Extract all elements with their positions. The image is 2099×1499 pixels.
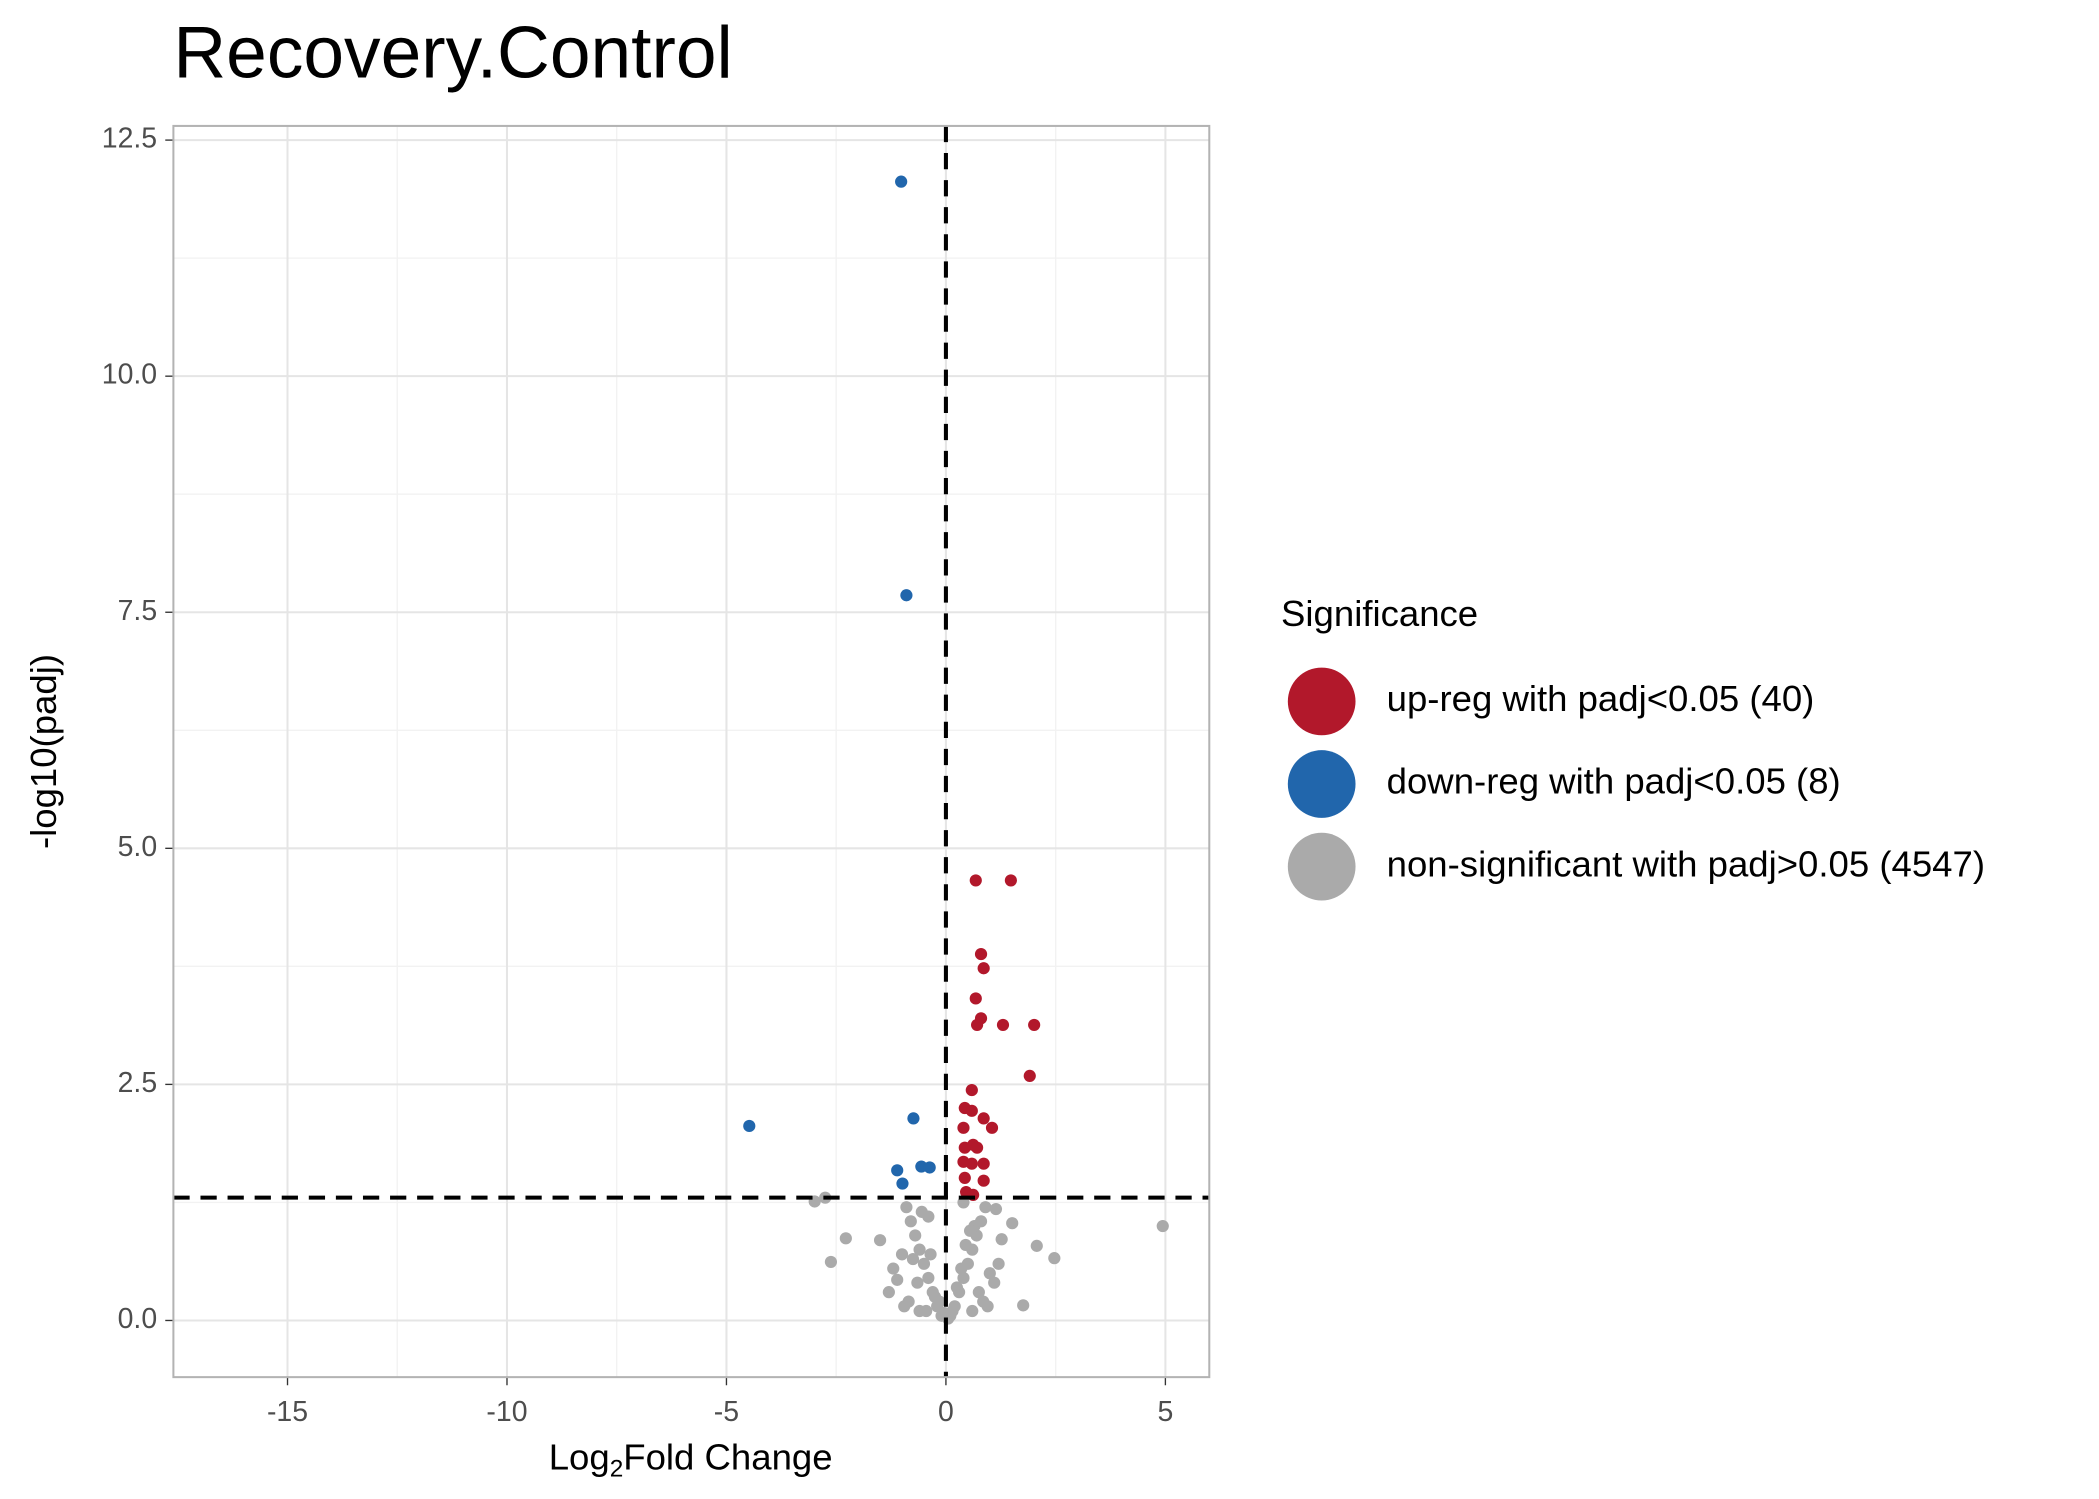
point <box>922 1210 935 1223</box>
y-axis-label: -log10(padj) <box>23 654 64 849</box>
point <box>913 1304 926 1318</box>
point <box>1023 1069 1036 1082</box>
chart-title: Recovery.Control <box>173 13 732 94</box>
point <box>959 1238 972 1252</box>
point <box>1017 1299 1030 1312</box>
y-tick-label: 7.5 <box>118 595 158 627</box>
point <box>985 1121 999 1134</box>
point <box>965 1157 978 1170</box>
point <box>970 1018 984 1031</box>
point <box>992 1257 1005 1270</box>
point <box>977 1174 990 1187</box>
point <box>887 1262 900 1275</box>
plot-background <box>173 125 1210 1378</box>
point <box>965 1104 978 1117</box>
point <box>977 962 990 975</box>
legend-swatch <box>1287 667 1356 736</box>
point <box>1030 1239 1043 1252</box>
point <box>969 992 982 1005</box>
plot-border <box>172 124 1211 1379</box>
point <box>983 1267 996 1280</box>
point <box>933 1295 946 1308</box>
x-tick-label: 5 <box>1157 1396 1173 1428</box>
y-tick-label: 10.0 <box>102 359 157 391</box>
x-tick-label: -10 <box>486 1396 527 1428</box>
point <box>873 1234 887 1247</box>
point <box>913 1243 926 1256</box>
x-label-part: Fold Change <box>623 1436 832 1477</box>
point <box>981 1300 994 1313</box>
y-tick-label: 12.5 <box>102 123 157 155</box>
y-tick-label: 2.5 <box>118 1067 158 1099</box>
point <box>989 1202 1003 1216</box>
point <box>1028 1018 1041 1031</box>
x-tick-label: 0 <box>938 1396 954 1428</box>
point <box>996 1018 1010 1031</box>
point <box>958 1171 971 1184</box>
point <box>937 1306 950 1320</box>
point <box>907 1112 920 1125</box>
point <box>900 1201 913 1214</box>
point <box>1048 1252 1061 1265</box>
point <box>966 1304 979 1318</box>
point <box>922 1271 935 1285</box>
point <box>979 1201 992 1214</box>
point <box>891 1273 904 1286</box>
point <box>1156 1219 1169 1233</box>
point <box>974 947 988 961</box>
point <box>891 1164 904 1177</box>
x-tick-label: -5 <box>714 1396 739 1428</box>
point <box>970 1141 984 1154</box>
legend-label: non-significant with padj>0.05 (4547) <box>1387 843 1985 884</box>
point <box>958 1141 971 1154</box>
point <box>896 1177 909 1190</box>
point <box>957 1121 970 1134</box>
point <box>963 1224 977 1237</box>
point <box>839 1232 852 1245</box>
y-tick-label: 0.0 <box>118 1303 158 1335</box>
point <box>824 1255 838 1269</box>
point <box>895 1248 909 1261</box>
legend-title: Significance <box>1281 593 1478 634</box>
point <box>911 1276 924 1289</box>
point <box>917 1257 931 1270</box>
point <box>1004 874 1017 887</box>
x-axis-label: Log2Fold Change <box>549 1436 833 1483</box>
point <box>955 1262 968 1275</box>
point <box>977 1112 990 1125</box>
point <box>957 1271 970 1285</box>
point <box>906 1252 920 1266</box>
point <box>995 1233 1008 1246</box>
y-tick-label: 5.0 <box>118 831 158 863</box>
point <box>988 1276 1001 1289</box>
point <box>743 1119 756 1133</box>
point <box>895 175 908 188</box>
point <box>1006 1217 1019 1230</box>
point <box>904 1215 917 1228</box>
point <box>898 1300 911 1313</box>
point <box>909 1229 922 1242</box>
point <box>924 1248 937 1261</box>
legend-swatch <box>1287 750 1356 818</box>
point <box>950 1281 963 1294</box>
point <box>977 1157 990 1170</box>
point <box>969 874 982 887</box>
point <box>972 1286 985 1299</box>
legend-label: down-reg with padj<0.05 (8) <box>1387 761 1841 802</box>
point <box>900 589 913 602</box>
x-tick-label: -15 <box>267 1396 308 1428</box>
point <box>923 1161 936 1174</box>
point <box>882 1286 895 1299</box>
x-label-part: Log <box>549 1436 610 1477</box>
legend-label: up-reg with padj<0.05 (40) <box>1387 678 1815 719</box>
point <box>965 1083 978 1097</box>
x-label-subscript: 2 <box>610 1456 624 1483</box>
legend-swatch <box>1287 832 1356 901</box>
